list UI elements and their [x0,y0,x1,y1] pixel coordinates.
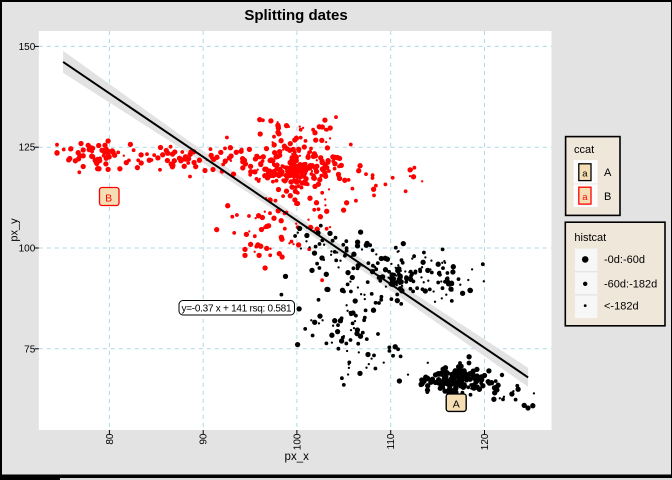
svg-text:100: 100 [292,433,303,450]
svg-text:B: B [604,191,611,203]
svg-text:75: 75 [24,344,36,355]
svg-text:80: 80 [105,433,116,445]
svg-text:110: 110 [386,433,397,449]
svg-text:a: a [582,168,588,179]
svg-text:90: 90 [199,433,210,445]
svg-text:a: a [582,192,588,203]
svg-text:150: 150 [19,42,36,53]
svg-text:125: 125 [19,143,36,154]
svg-text:-60d:-182d: -60d:-182d [604,279,657,291]
svg-text:ccat: ccat [574,144,594,156]
svg-text:px_x: px_x [285,451,310,463]
svg-text:B: B [105,192,112,204]
svg-text:px_y: px_y [9,218,21,242]
svg-text:<-182d: <-182d [604,301,639,313]
svg-text:A: A [453,398,460,410]
svg-text:-0d:-60d: -0d:-60d [604,254,645,266]
svg-text:y=-0.37 x + 141 rsq: 0.581: y=-0.37 x + 141 rsq: 0.581 [182,304,292,315]
svg-text:A: A [604,167,612,179]
svg-text:Splitting dates: Splitting dates [244,7,347,24]
svg-text:100: 100 [19,244,36,255]
svg-text:histcat: histcat [574,232,606,244]
svg-text:120: 120 [480,433,491,450]
